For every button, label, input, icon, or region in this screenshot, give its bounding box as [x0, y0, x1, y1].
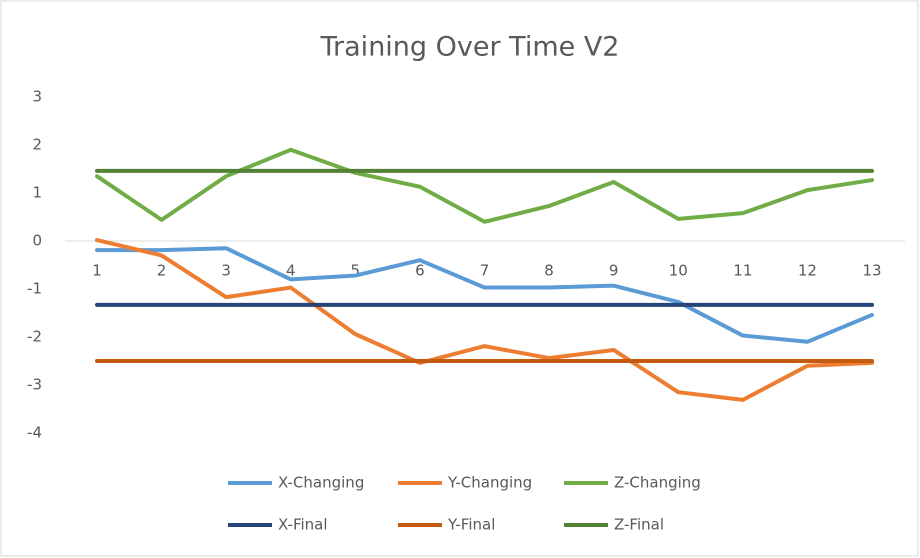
- x-tick-label: 3: [221, 262, 231, 280]
- legend-label: Z-Final: [614, 516, 664, 534]
- legend-label: X-Final: [278, 516, 328, 534]
- y-tick-label: 1: [32, 184, 42, 202]
- legend-label: X-Changing: [278, 474, 364, 492]
- y-tick-label: 0: [32, 232, 42, 250]
- legend-label: Y-Changing: [447, 474, 532, 492]
- x-tick-label: 5: [351, 262, 361, 280]
- chart-title: Training Over Time V2: [320, 32, 620, 63]
- x-tick-label: 1: [92, 262, 102, 280]
- x-tick-label: 7: [480, 262, 490, 280]
- x-tick-label: 11: [733, 262, 752, 280]
- series-line: [95, 238, 874, 402]
- y-tick-label: -2: [27, 328, 42, 346]
- series-line: [95, 246, 874, 344]
- x-tick-label: 12: [798, 262, 817, 280]
- x-tick-label: 2: [157, 262, 167, 280]
- y-tick-label: 3: [32, 88, 42, 106]
- series-line: [95, 147, 874, 224]
- legend-label: Z-Changing: [614, 474, 701, 492]
- x-tick-label: 6: [415, 262, 425, 280]
- x-tick-label: 4: [286, 262, 296, 280]
- x-tick-label: 13: [862, 262, 881, 280]
- y-tick-label: -3: [27, 376, 42, 394]
- y-tick-label: 2: [32, 136, 42, 154]
- y-tick-label: -1: [27, 280, 42, 298]
- x-tick-label: 10: [669, 262, 688, 280]
- x-tick-label: 9: [609, 262, 619, 280]
- legend-label: Y-Final: [447, 516, 495, 534]
- x-tick-label: 8: [544, 262, 554, 280]
- y-tick-label: -4: [27, 424, 42, 442]
